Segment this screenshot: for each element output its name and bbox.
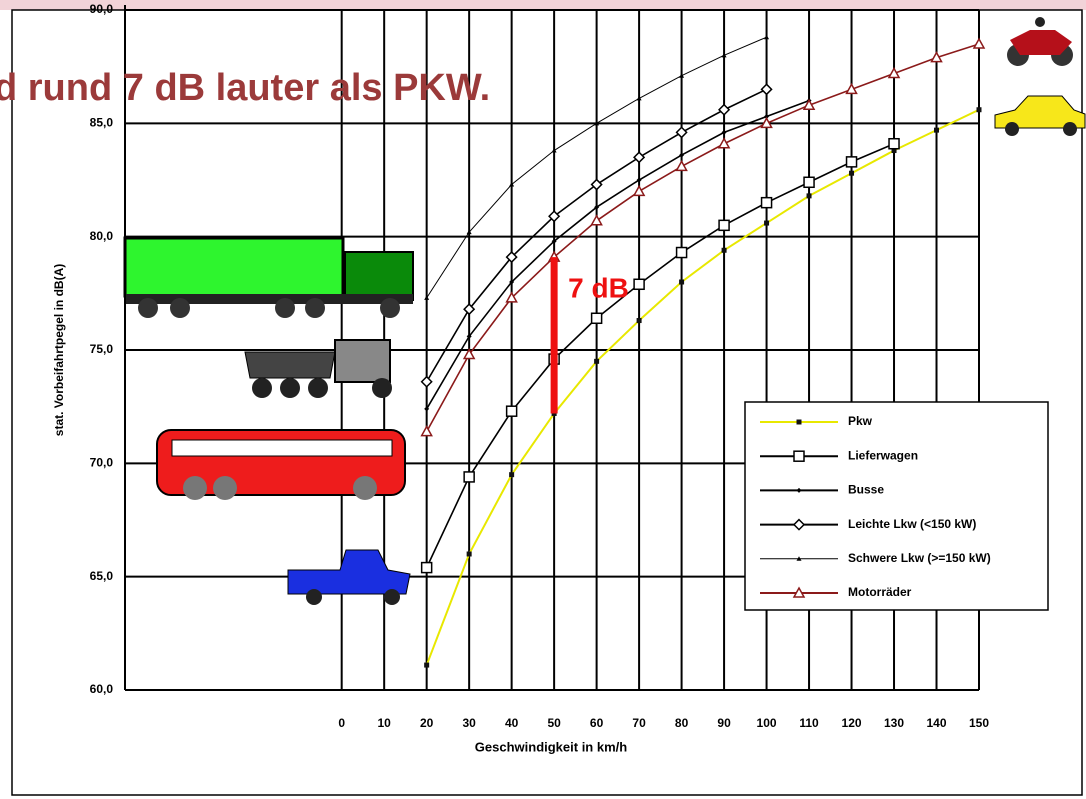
x-tick-label: 40 [505,716,519,730]
x-axis-label: Geschwindigkeit in km/h [475,739,627,754]
marker [764,35,769,40]
marker [422,377,432,387]
series-line [427,44,979,432]
annotation-text: 7 dB [568,272,629,303]
marker [634,152,644,162]
marker [677,248,687,258]
car-illustration [995,96,1085,136]
marker [762,84,772,94]
marker [677,161,687,170]
motorcycle-illustration [1007,17,1073,66]
y-tick-label: 65,0 [90,569,114,583]
marker [679,280,684,285]
y-tick-label: 90,0 [90,2,114,16]
x-tick-label: 20 [420,716,434,730]
marker [634,186,644,195]
x-tick-label: 120 [842,716,862,730]
legend-box [745,402,1048,610]
marker [764,221,769,226]
x-tick-label: 140 [926,716,946,730]
marker [719,139,729,148]
legend: Pkw Lieferwagen Busse Leichte Lkw (<150 kW)… [745,402,1048,610]
legend-label: Busse [848,483,884,497]
marker [507,406,517,416]
x-tick-label: 60 [590,716,604,730]
marker [977,107,982,112]
marker [467,552,472,557]
x-tick-label: 110 [799,716,819,730]
marker [794,451,804,461]
marker [849,171,854,176]
marker [679,73,684,78]
title: d rund 7 dB lauter als PKW. [0,67,490,109]
marker [847,157,857,167]
x-tick-label: 70 [632,716,646,730]
marker [552,148,557,153]
marker [934,128,939,133]
marker [719,105,729,115]
marker [424,663,429,668]
marker [722,248,727,253]
page: 60,0 65,0 70,0 75,0 80,0 85,0 90,0 0 10 20 30 40 50 6… [0,0,1086,799]
legend-label: Lieferwagen [848,448,918,462]
y-tick-label: 70,0 [90,456,114,470]
marker [637,96,642,101]
series-line [427,101,809,409]
x-tick-label: 30 [462,716,476,730]
marker [509,472,514,477]
marker [634,279,644,289]
marker [807,193,812,198]
marker [637,318,642,323]
y-tick-label: 60,0 [90,682,114,696]
marker [797,420,802,425]
marker [974,39,984,48]
y-tick-label: 85,0 [90,116,114,130]
y-tick-label: 80,0 [90,229,114,243]
y-axis-label: stat. Vorbeifahrtpegel in dB(A) [52,264,66,436]
marker [464,472,474,482]
chart: 60,0 65,0 70,0 75,0 80,0 85,0 90,0 0 10 20 30 40 50 6… [0,0,1086,799]
plot: 60,0 65,0 70,0 75,0 80,0 85,0 90,0 0 10 20 30 40 50 6… [90,2,990,730]
marker [592,216,602,225]
x-tick-label: 90 [717,716,731,730]
x-tick-label: 0 [338,716,345,730]
top-band [0,0,1086,10]
legend-label: Schwere Lkw (>=150 kW) [848,551,991,565]
truck-illustration [125,238,413,318]
x-tick-label: 80 [675,716,689,730]
x-tick-label: 100 [757,716,777,730]
x-tick-label: 130 [884,716,904,730]
marker [592,313,602,323]
bus-illustration [157,430,405,500]
dump-truck-illustration [245,340,392,398]
x-tick-label: 10 [377,716,391,730]
x-tick-label: 150 [969,716,989,730]
marker [677,127,687,137]
legend-label: Motorräder [848,585,912,599]
marker [422,563,432,573]
marker [422,427,432,436]
x-tick-label: 50 [547,716,561,730]
marker [719,220,729,230]
marker [762,198,772,208]
legend-label: Pkw [848,414,873,428]
y-tick-label: 75,0 [90,342,114,356]
legend-label: Leichte Lkw (<150 kW) [848,517,976,531]
pickup-illustration [288,550,410,605]
marker [804,177,814,187]
marker [594,359,599,364]
marker [889,139,899,149]
